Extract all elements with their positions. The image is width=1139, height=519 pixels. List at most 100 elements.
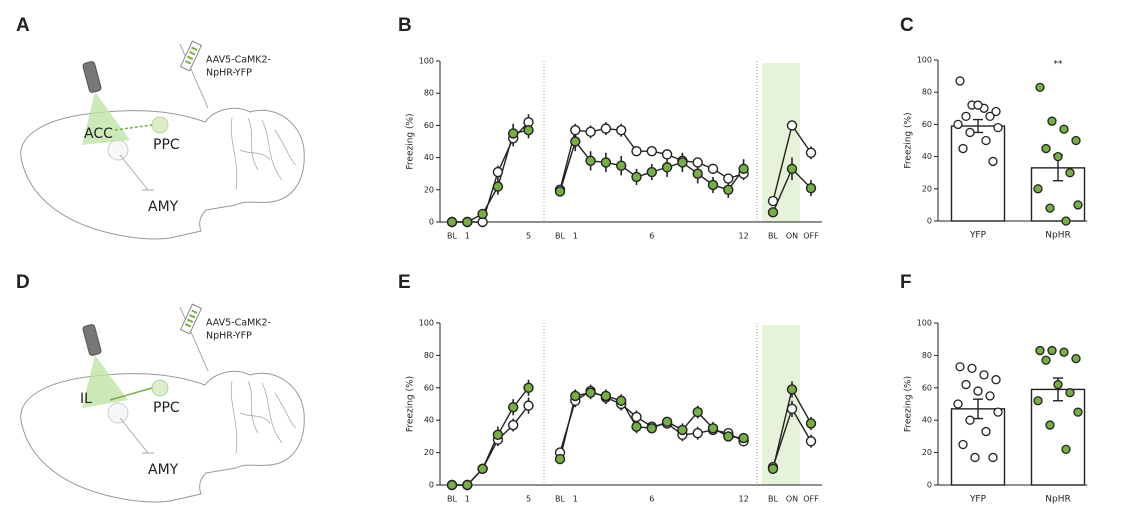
marker [585, 387, 596, 398]
x-tick-label: BL [555, 495, 565, 504]
light-cone [82, 92, 130, 145]
marker [462, 479, 473, 491]
bar [950, 125, 1006, 222]
marker [805, 436, 817, 447]
data-point [1053, 379, 1063, 390]
y-tick-label: 0 [429, 481, 434, 490]
marker [492, 429, 504, 440]
marker [616, 160, 627, 171]
x-tick-label: 6 [649, 232, 654, 241]
data-point [1047, 116, 1057, 126]
data-point [1065, 388, 1075, 398]
virus-label: AAV5-CaMK2- [206, 55, 271, 66]
data-point [958, 439, 968, 450]
marker [508, 128, 519, 139]
y-tick-label: 60 [922, 383, 932, 392]
x-tick-label: OFF [803, 495, 819, 504]
x-tick-label: BL [555, 232, 565, 241]
marker [631, 421, 642, 432]
marker [523, 382, 534, 393]
marker [508, 419, 519, 431]
data-point [965, 415, 975, 425]
diagram-d: IL PPC AMY AAV5-CaMK2- NpHR-YFP [19, 303, 306, 503]
x-tick-label: 12 [739, 232, 749, 241]
marker [661, 149, 673, 160]
x-tick-label: 1 [573, 495, 578, 504]
y-tick-label: 100 [917, 56, 932, 65]
data-point [993, 407, 1003, 417]
y-axis-label: Freezing (%) [904, 376, 914, 432]
data-point [981, 426, 991, 437]
data-point [1059, 347, 1069, 357]
marker [661, 162, 673, 173]
diagram-a: ACC PPC AMY AAV5-CaMK2- NpHR-YFP [19, 40, 306, 240]
marker [631, 171, 642, 183]
panel-label: B [398, 15, 412, 36]
marker [585, 126, 596, 138]
x-tick-label: OFF [803, 232, 819, 241]
x-tick-label: BL [768, 232, 778, 241]
data-point [1073, 407, 1083, 417]
data-point [973, 100, 983, 110]
projection [109, 387, 153, 401]
data-point [953, 119, 963, 130]
marker [692, 157, 703, 168]
marker [692, 427, 703, 439]
y-tick-label: 20 [922, 448, 932, 457]
marker [707, 423, 719, 434]
y-axis-label: Freezing (%) [406, 113, 416, 169]
data-point [988, 452, 998, 463]
region-label: AMY [148, 462, 179, 478]
data-point [1033, 184, 1043, 194]
data-point [1061, 444, 1071, 455]
y-tick-label: 80 [424, 351, 434, 360]
region-label: AMY [148, 199, 179, 215]
marker [600, 390, 612, 402]
y-tick-label: 40 [922, 152, 932, 161]
marker [492, 166, 504, 178]
data-point [991, 106, 1001, 117]
marker [554, 186, 566, 197]
data-point [955, 76, 965, 86]
data-point [1041, 355, 1051, 365]
data-point [1071, 353, 1081, 364]
x-tick-label: 12 [739, 495, 749, 504]
marker [786, 163, 798, 175]
marker [616, 395, 627, 406]
y-tick-label: 80 [424, 89, 434, 98]
annotation: ** [1054, 60, 1064, 70]
marker [477, 463, 488, 474]
marker [786, 403, 798, 415]
marker [723, 184, 734, 196]
panel-label: C [900, 15, 914, 36]
x-tick-label: BL [447, 232, 457, 241]
panel-label: D [16, 272, 30, 293]
y-tick-label: 0 [429, 218, 434, 227]
data-point [1073, 200, 1083, 210]
panel-label: A [16, 15, 30, 36]
data-point [1045, 203, 1055, 213]
marker [738, 163, 749, 175]
x-tick-label: 5 [526, 495, 531, 504]
data-point [991, 375, 1001, 385]
x-tick-label: 1 [573, 232, 578, 241]
marker [677, 157, 688, 168]
data-point [1033, 396, 1043, 406]
data-point [973, 386, 983, 396]
marker [786, 120, 798, 131]
light-cone [82, 355, 128, 408]
y-tick-label: 0 [927, 217, 932, 226]
marker [767, 195, 779, 207]
virus-label: NpHR-YFP [206, 68, 252, 79]
x-tick-label: 5 [526, 232, 531, 241]
data-point [1035, 82, 1045, 93]
x-tick-label: 1 [465, 232, 470, 241]
marker [600, 123, 612, 134]
series-line [452, 129, 529, 223]
panel-label: F [900, 272, 912, 293]
y-tick-label: 20 [424, 185, 434, 194]
marker [600, 157, 612, 168]
y-tick-label: 60 [922, 120, 932, 129]
x-tick-label: BL [768, 495, 778, 504]
region-label: ACC [84, 126, 113, 142]
